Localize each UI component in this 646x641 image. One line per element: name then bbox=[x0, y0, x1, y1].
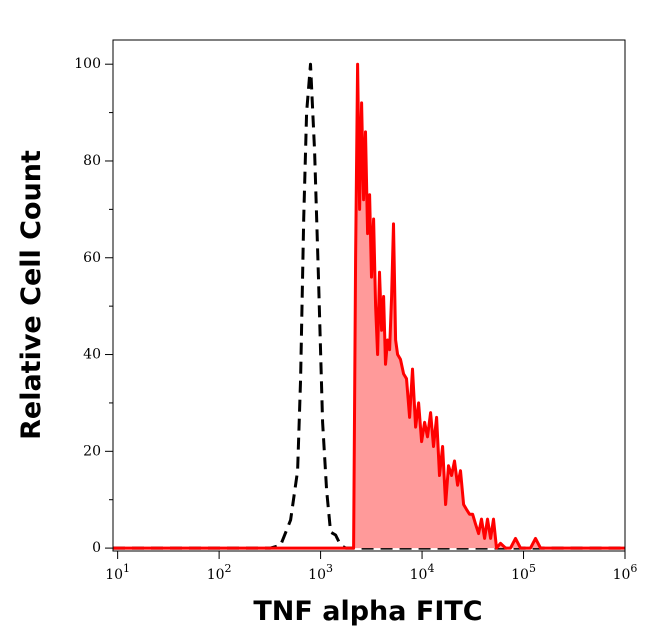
x-tick-label: 102 bbox=[207, 562, 232, 583]
plot-frame bbox=[112, 39, 626, 552]
x-tick-label: 104 bbox=[410, 562, 435, 583]
x-tick-exponent: 5 bbox=[529, 562, 536, 575]
y-tick-label: 80 bbox=[83, 153, 101, 169]
x-axis-label: TNF alpha FITC bbox=[253, 596, 482, 627]
x-tick-label: 103 bbox=[308, 562, 333, 583]
x-tick-base: 10 bbox=[308, 567, 326, 583]
x-tick-base: 10 bbox=[613, 567, 631, 583]
x-tick-label: 106 bbox=[613, 562, 638, 583]
x-tick-exponent: 6 bbox=[630, 562, 637, 575]
y-tick-label: 20 bbox=[83, 443, 101, 459]
x-tick-base: 10 bbox=[105, 567, 123, 583]
x-tick-exponent: 3 bbox=[326, 562, 333, 575]
y-tick-label: 0 bbox=[92, 540, 101, 556]
area-fill bbox=[113, 64, 625, 549]
x-tick-base: 10 bbox=[410, 567, 428, 583]
y-axis-label: Relative Cell Count bbox=[16, 150, 47, 440]
x-tick-label: 105 bbox=[511, 562, 536, 583]
x-tick-label: 101 bbox=[105, 562, 130, 583]
x-tick-exponent: 2 bbox=[225, 562, 232, 575]
x-tick-base: 10 bbox=[511, 567, 529, 583]
x-tick-exponent: 4 bbox=[427, 562, 434, 575]
y-tick-label: 60 bbox=[83, 250, 101, 266]
histogram-line bbox=[113, 62, 625, 550]
y-tick-label: 40 bbox=[83, 347, 101, 363]
x-tick-exponent: 1 bbox=[123, 562, 130, 575]
x-tick-base: 10 bbox=[207, 567, 225, 583]
histogram-line bbox=[113, 62, 625, 550]
y-tick-label: 100 bbox=[74, 56, 101, 72]
